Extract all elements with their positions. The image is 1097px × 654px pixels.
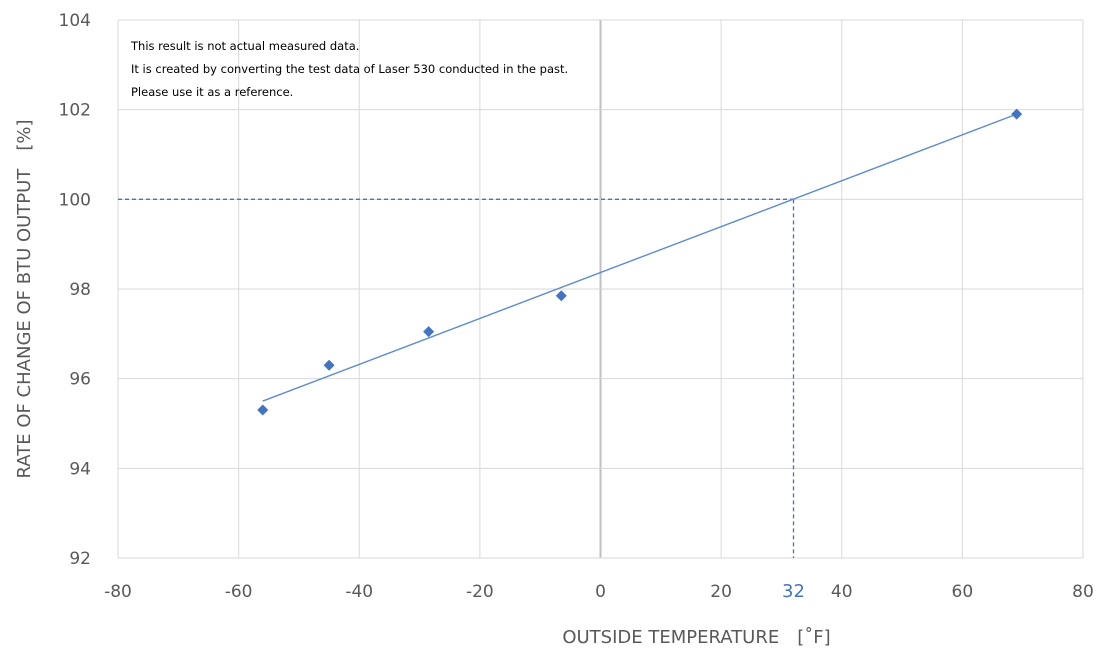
y-tick-label: 100 <box>59 190 91 210</box>
data-point <box>423 326 435 338</box>
y-tick-label: 92 <box>69 549 91 569</box>
x-axis-title: OUTSIDE TEMPERATURE [˚F] <box>562 627 830 648</box>
gridlines <box>117 19 1084 559</box>
x-tick-label: -20 <box>466 582 494 602</box>
data-point <box>257 404 269 416</box>
data-point <box>555 290 567 302</box>
y-axis-ticks: 92 94 96 98 100 102 104 <box>59 11 91 569</box>
x-tick-label: 20 <box>710 582 732 602</box>
x-tick-label: 80 <box>1072 582 1094 602</box>
y-tick-label: 98 <box>69 280 91 300</box>
trendline-group <box>262 113 1017 402</box>
x-tick-label: 0 <box>595 582 606 602</box>
x-tick-label: -60 <box>225 582 253 602</box>
x-tick-label: -40 <box>345 582 373 602</box>
y-tick-label: 96 <box>69 370 91 390</box>
annotation-line: It is created by converting the test dat… <box>131 62 568 76</box>
data-points <box>257 108 1023 416</box>
data-point <box>1011 108 1023 120</box>
y-tick-label: 102 <box>59 101 91 121</box>
y-tick-label: 104 <box>59 11 91 31</box>
x-tick-label: 40 <box>831 582 853 602</box>
y-axis-title: RATE OF CHANGE OF BTU OUTPUT [%] <box>14 120 35 479</box>
x-tick-label: 60 <box>952 582 974 602</box>
trendline <box>262 113 1017 402</box>
annotation-line: Please use it as a reference. <box>131 85 293 99</box>
reference-lines <box>118 198 795 558</box>
y-tick-label: 94 <box>69 459 91 479</box>
annotation-line: This result is not actual measured data. <box>130 39 359 53</box>
x-axis-ticks: -80 -60 -40 -20 0 20 40 60 80 <box>104 582 1094 602</box>
data-point <box>323 359 335 371</box>
annotation-box: This result is not actual measured data.… <box>130 39 568 99</box>
x-tick-label: -80 <box>104 582 132 602</box>
reference-x-label: 32 <box>782 581 805 602</box>
